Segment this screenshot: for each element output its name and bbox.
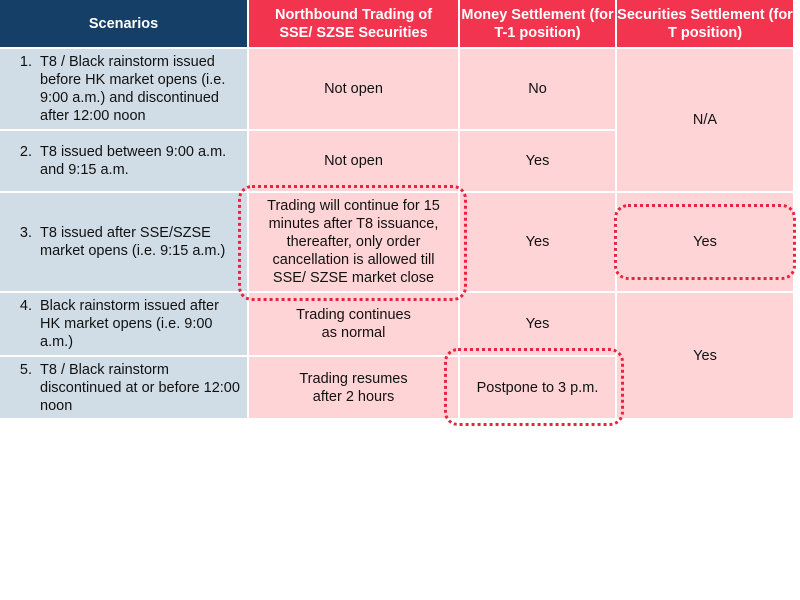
scenario-number: 2. <box>19 144 32 160</box>
scenario-number: 5. <box>19 361 32 378</box>
settlement-table: Scenarios Northbound Trading of SSE/ SZS… <box>0 0 793 418</box>
money-4: Yes <box>460 293 615 355</box>
money-5: Postpone to 3 p.m. <box>460 357 615 418</box>
scenario-2: 2. T8 issued between 9:00 a.m. and 9:15 a… <box>0 131 247 191</box>
scenario-text: T8 issued after SSE/SZSE market opens (i… <box>40 225 226 259</box>
scenario-number: 4. <box>19 298 32 314</box>
scenario-text: Black rainstorm issued after HK market o… <box>40 298 219 350</box>
securities-4-5: Yes <box>617 293 793 418</box>
scenario-1: 1. T8 / Black rainstorm issued before HK … <box>0 49 247 129</box>
header-northbound-trading: Northbound Trading of SSE/ SZSE Securiti… <box>249 0 458 47</box>
trading-4: Trading continues as normal <box>249 293 458 355</box>
header-scenarios: Scenarios <box>0 0 247 47</box>
money-2: Yes <box>460 131 615 191</box>
scenario-3: 3. T8 issued after SSE/SZSE market opens … <box>0 193 247 291</box>
scenario-5: 5. T8 / Black rainstorm discontinued at o… <box>0 357 247 418</box>
scenario-4: 4. Black rainstorm issued after HK market… <box>0 293 247 355</box>
scenario-text: T8 issued between 9:00 a.m. and 9:15 a.m… <box>40 144 227 178</box>
scenario-text: T8 / Black rainstorm issued before HK ma… <box>40 54 226 124</box>
money-3: Yes <box>460 193 615 291</box>
securities-1-2: N/A <box>617 49 793 191</box>
trading-2: Not open <box>249 131 458 191</box>
scenario-number: 1. <box>19 54 32 70</box>
money-1: No <box>460 49 615 129</box>
scenario-text: T8 / Black rainstorm discontinued at or … <box>40 361 240 414</box>
securities-3: Yes <box>617 193 793 291</box>
trading-1: Not open <box>249 49 458 129</box>
trading-5: Trading resumes after 2 hours <box>249 357 458 418</box>
header-money-settlement: Money Settlement (for T-1 position) <box>460 0 615 47</box>
scenario-number: 3. <box>19 225 32 241</box>
trading-3: Trading will continue for 15 minutes aft… <box>249 193 458 291</box>
header-securities-settlement: Securities Settlement (for T position) <box>617 0 793 47</box>
